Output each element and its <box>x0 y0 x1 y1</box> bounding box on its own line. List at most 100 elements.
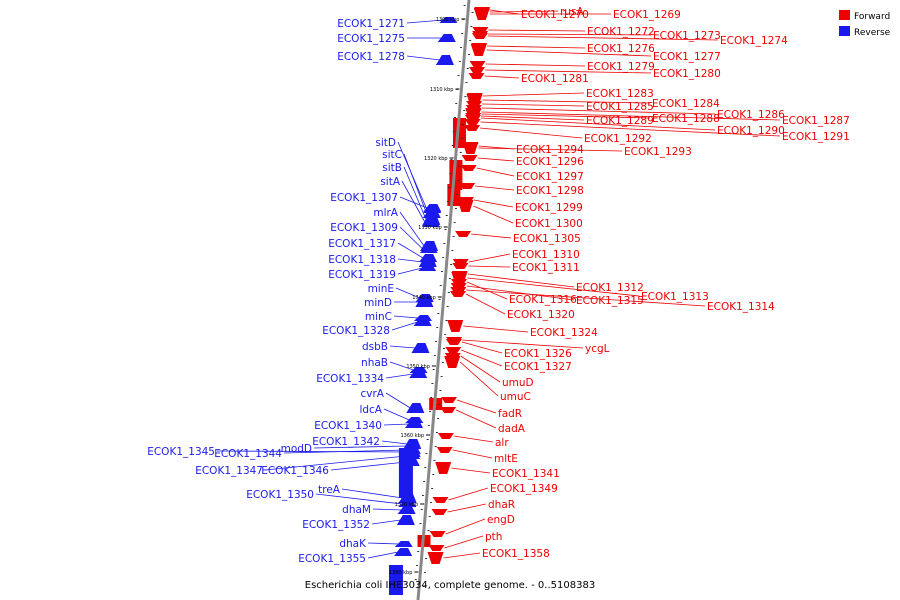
leader-line <box>367 551 399 559</box>
gene-shape-forward <box>452 263 469 269</box>
leader-line <box>466 285 575 301</box>
gene-shape-forward <box>464 119 481 125</box>
minor-tick <box>463 110 466 111</box>
minor-tick <box>439 285 442 286</box>
leader-line <box>448 487 489 501</box>
minor-tick <box>422 586 425 587</box>
leader-line <box>381 440 408 445</box>
legend-forward-label: Forward <box>854 12 890 22</box>
gene-shape-forward <box>460 165 477 171</box>
gene-shape-forward <box>441 397 457 403</box>
minor-tick <box>437 418 440 419</box>
gene-shape-forward <box>437 433 454 439</box>
minor-tick <box>466 68 469 69</box>
gene-label-reverse: ECOK1_1319 <box>328 269 396 281</box>
gene-label-forward: alr <box>495 437 509 449</box>
minor-tick <box>425 558 428 559</box>
leader-line <box>397 242 424 259</box>
leader-line <box>453 435 494 443</box>
minor-tick <box>440 271 443 272</box>
minor-tick <box>418 537 421 538</box>
minor-tick <box>434 446 437 447</box>
gene-label-forward: ECOK1_1305 <box>513 233 581 245</box>
leader-line <box>468 253 511 263</box>
leader-line <box>466 289 706 307</box>
minor-tick <box>425 453 428 454</box>
minor-tick <box>427 425 430 426</box>
leader-line <box>403 166 427 221</box>
leader-line <box>476 167 515 177</box>
leader-line <box>488 29 586 32</box>
minor-tick <box>458 166 461 167</box>
leader-line <box>397 267 423 275</box>
gene-label-forward: ECOK1_1287 <box>782 115 850 127</box>
leader-line <box>452 449 493 459</box>
leader-line <box>489 10 559 13</box>
gene-label-forward: ECOK1_1284 <box>652 98 720 110</box>
gene-shape-reverse <box>421 221 440 227</box>
gene-label-reverse: ECOK1_1278 <box>337 51 405 63</box>
gene-label-reverse: sitD <box>375 137 396 149</box>
minor-tick <box>427 530 430 531</box>
leader-line <box>456 399 497 414</box>
minor-tick <box>463 5 466 6</box>
gene-label-forward: ECOK1_1324 <box>530 327 598 339</box>
leader-line <box>462 339 584 349</box>
minor-tick <box>423 572 426 573</box>
leader-line <box>330 461 406 471</box>
leader-line <box>482 92 585 97</box>
leader-line <box>485 63 586 67</box>
minor-tick <box>461 33 464 34</box>
gene-label-forward: ECOK1_1285 <box>586 101 654 113</box>
gene-shape-reverse <box>418 257 437 267</box>
minor-tick <box>445 215 448 216</box>
gene-label-reverse: mlrA <box>373 207 398 219</box>
minor-tick <box>460 138 463 139</box>
tick-layer: 1300 kbp 1310 kbp 1320 kbp 1330 kbp 1340 kbp… <box>389 5 474 587</box>
minor-tick <box>433 460 436 461</box>
gene-shape-forward <box>455 231 472 237</box>
minor-tick <box>423 481 426 482</box>
gene-shape-forward <box>457 200 474 212</box>
minor-tick <box>436 327 439 328</box>
minor-tick <box>419 523 422 524</box>
minor-tick <box>429 411 432 412</box>
genome-axis <box>416 0 471 600</box>
gene-label-reverse: ECOK1_1350 <box>246 489 314 501</box>
minor-tick <box>455 103 458 104</box>
gene-shape-reverse <box>398 501 417 507</box>
gene-labels-layer: ECOK1_1271ECOK1_1275ECOK1_1278sitDsitCsi… <box>147 6 850 565</box>
tick-label: 1380 kbp <box>389 570 413 576</box>
leader-line <box>389 345 416 349</box>
gene-shape-reverse <box>418 265 437 271</box>
gene-shape-reverse <box>437 34 456 42</box>
leader-line <box>399 211 425 247</box>
leader-line <box>397 258 423 263</box>
gene-shape-forward <box>431 509 448 515</box>
minor-tick <box>471 12 474 13</box>
minor-tick <box>428 516 431 517</box>
gene-label-forward: ECOK1_1296 <box>516 156 584 168</box>
minor-tick <box>457 180 460 181</box>
gene-label-reverse: sitA <box>380 176 401 188</box>
gene-shape-reverse <box>419 247 438 253</box>
minor-tick <box>415 565 418 566</box>
gene-label-forward: ECOK1_1272 <box>587 26 655 38</box>
tick-label: 1360 kbp <box>400 433 424 439</box>
gene-label-forward: umuD <box>502 377 534 389</box>
minor-tick <box>465 82 468 83</box>
gene-label-reverse: ECOK1_1318 <box>328 254 396 266</box>
gene-shape-forward <box>470 44 487 56</box>
tick-label: 1330 kbp <box>418 225 442 231</box>
gene-label-reverse: nhaB <box>361 357 388 369</box>
gene-label-reverse: ECOK1_1345 <box>147 446 215 458</box>
minor-tick <box>454 117 457 118</box>
tick-label: 1340 kbp <box>412 295 436 301</box>
gene-block-reverse <box>388 565 403 595</box>
gene-label-forward: ECOK1_1316 <box>509 294 577 306</box>
leader-line <box>488 33 652 36</box>
gene-label-reverse: ECOK1_1340 <box>314 420 382 432</box>
tick-label: 1300 kbp <box>436 17 460 23</box>
gene-shape-forward <box>468 73 485 79</box>
